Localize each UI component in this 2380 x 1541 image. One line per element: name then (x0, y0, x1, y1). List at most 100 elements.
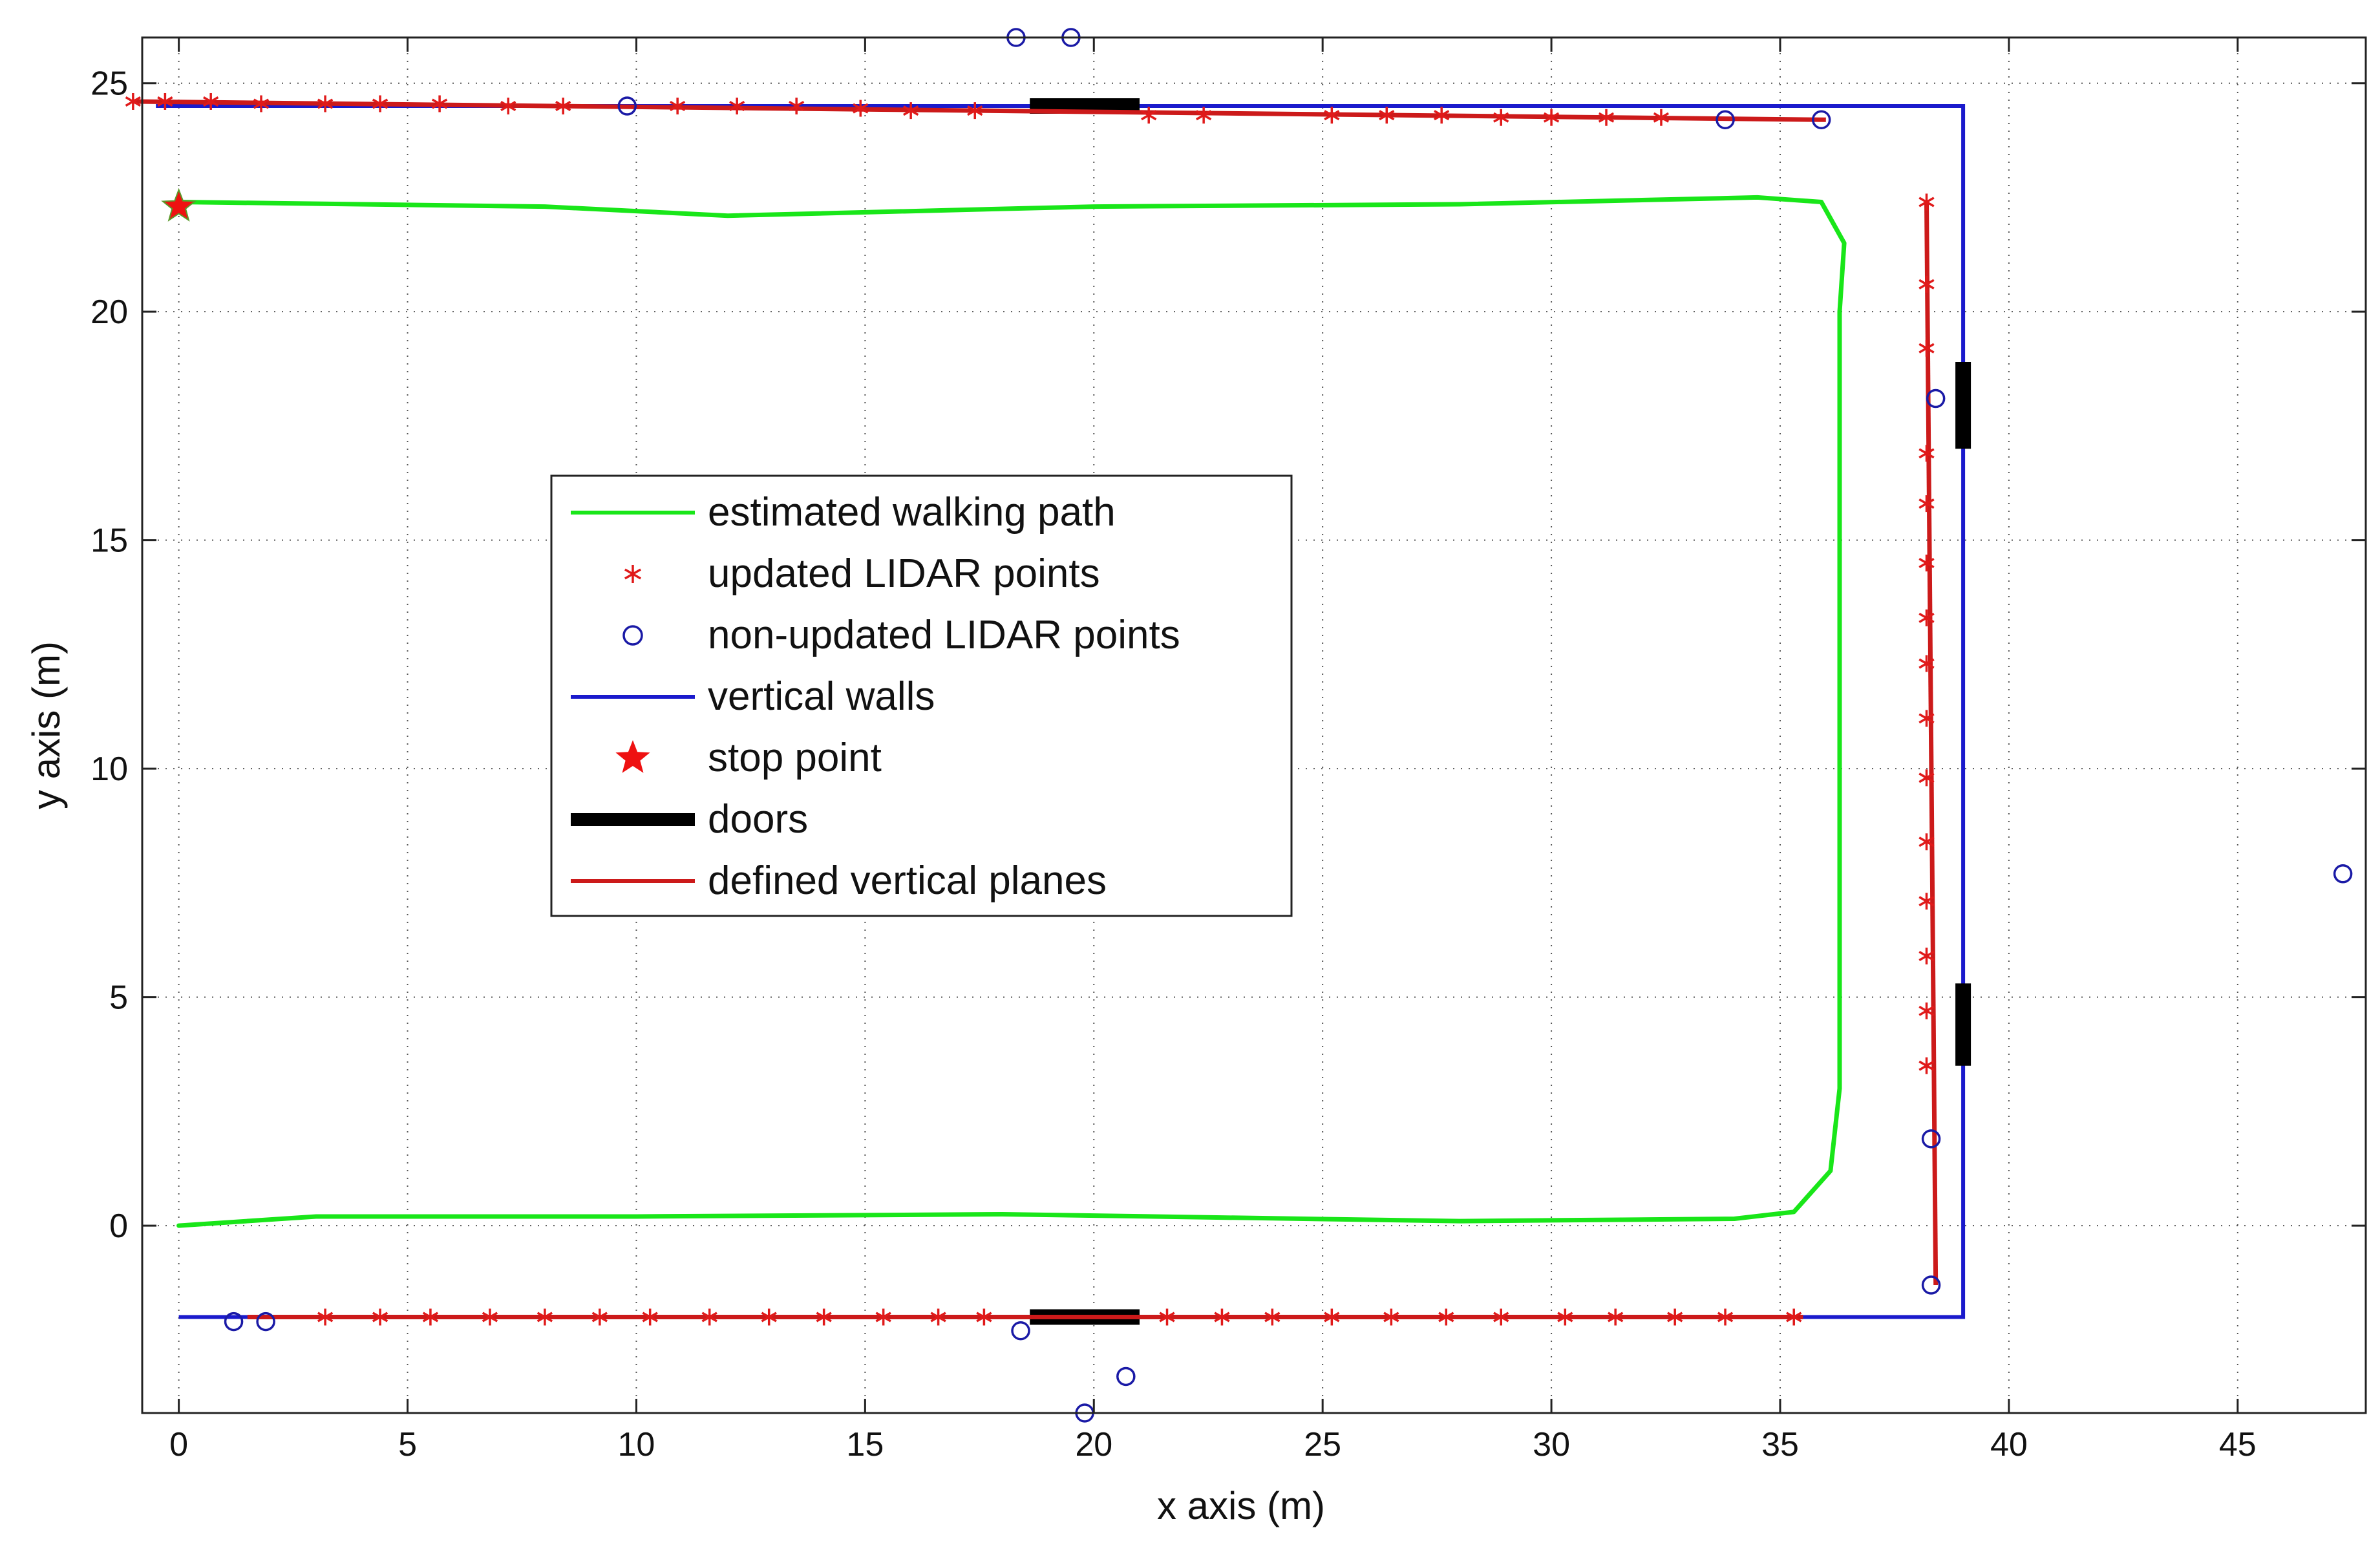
legend-swatch-stop (615, 740, 650, 773)
updated-lidar-point (1324, 107, 1340, 124)
updated-lidar-point (157, 92, 173, 110)
updated-lidar-point (1493, 109, 1509, 126)
y-tick-label: 25 (90, 65, 128, 103)
x-tick-label: 10 (618, 1426, 655, 1463)
updated-lidar-point (1214, 1308, 1230, 1326)
updated-lidar-point (1918, 833, 1935, 851)
updated-lidar-point (1918, 710, 1935, 727)
updated-lidar-point (317, 1308, 334, 1326)
x-tick-label: 5 (398, 1426, 417, 1463)
y-axis-label: y axis (m) (25, 641, 68, 809)
non-updated-lidar-point (1116, 1366, 1136, 1387)
updated-lidar-point (1918, 893, 1935, 910)
updated-lidar-point (1434, 107, 1450, 124)
updated-lidar-point (1608, 1308, 1624, 1326)
updated-lidar-point (555, 98, 571, 115)
updated-lidar-point (431, 95, 448, 112)
updated-lidar-point (976, 1308, 992, 1326)
updated-lidar-point (642, 1308, 658, 1326)
legend-swatch-updated (624, 565, 641, 583)
updated-lidar-point (1379, 107, 1395, 124)
legend-label-walls: vertical walls (708, 674, 935, 719)
y-tick-label: 10 (90, 750, 128, 788)
non-updated-lidar-point (617, 96, 637, 116)
stop-point-star (161, 187, 197, 222)
updated-lidar-point (1438, 1308, 1454, 1326)
updated-lidar-point (125, 92, 141, 110)
updated-lidar-point (1918, 655, 1935, 672)
y-tick-label: 0 (109, 1207, 128, 1245)
updated-lidar-point (1918, 769, 1935, 787)
updated-lidar-point (1324, 1308, 1340, 1326)
updated-lidar-point (500, 98, 516, 115)
updated-lidar-point (1918, 609, 1935, 626)
non-updated-lidar-point (1926, 388, 1946, 409)
non-updated-lidar-point (1716, 110, 1735, 130)
updated-lidar-point (1918, 445, 1935, 462)
y-tick-label: 20 (90, 293, 128, 331)
updated-lidar-point (1717, 1308, 1734, 1326)
updated-lidar-point (1918, 275, 1935, 293)
defined-vertical-planes (133, 99, 1939, 1319)
legend: estimated walking path updated LIDAR poi… (550, 474, 1293, 917)
updated-lidar-point (591, 1308, 608, 1326)
updated-lidar-point (1918, 555, 1935, 572)
updated-lidar-point (670, 98, 686, 115)
x-tick-label: 20 (1075, 1426, 1112, 1463)
updated-lidar-point (1264, 1308, 1280, 1326)
non-updated-lidar-point (1921, 1129, 1941, 1149)
estimated-walking-path (176, 195, 1847, 1228)
vertical-plane-line (1924, 202, 1939, 1286)
non-updated-lidar-point (1921, 1275, 1941, 1295)
updated-lidar-point (729, 98, 745, 115)
non-updated-lidar-point (2333, 864, 2353, 884)
x-tick-label: 15 (846, 1426, 884, 1463)
updated-lidar-point (372, 1308, 388, 1326)
updated-lidar-point (203, 92, 219, 110)
updated-lidar-point (1196, 107, 1212, 124)
updated-lidar-point (1543, 109, 1560, 126)
y-tick-label: 5 (109, 979, 128, 1017)
legend-label-planes: defined vertical planes (708, 858, 1107, 903)
x-tick-label: 40 (1990, 1426, 2028, 1463)
updated-lidar-point (422, 1308, 439, 1326)
updated-lidar-point (1918, 1002, 1935, 1019)
updated-lidar-point (1786, 1308, 1802, 1326)
updated-lidar-point (1598, 109, 1615, 126)
updated-lidar-point (1557, 1308, 1573, 1326)
updated-lidar-point (317, 95, 334, 112)
updated-lidar-point (482, 1308, 498, 1326)
updated-lidar-point (761, 1308, 777, 1326)
non-updated-lidar-point (1011, 1321, 1030, 1341)
updated-lidar-point (253, 95, 270, 112)
stop-point-marker (161, 187, 197, 222)
y-tick-label: 15 (90, 522, 128, 560)
updated-lidar-point (1918, 339, 1935, 357)
legend-swatch-nonupdated (622, 625, 643, 646)
legend-label-path: estimated walking path (708, 490, 1116, 535)
updated-lidar-point (1653, 109, 1670, 126)
updated-lidar-point (853, 100, 869, 117)
non-updated-lidar-point (1811, 110, 1831, 130)
x-tick-label: 45 (2219, 1426, 2257, 1463)
updated-lidar-point (930, 1308, 946, 1326)
updated-lidar-point (1141, 107, 1157, 124)
legend-symbols (571, 511, 695, 883)
x-tick-label: 0 (169, 1426, 188, 1463)
non-updated-lidar-point (256, 1312, 275, 1332)
updated-lidar-point (967, 102, 983, 120)
legend-label-nonupdated: non-updated LIDAR points (708, 613, 1180, 657)
legend-label-doors: doors (708, 797, 808, 842)
updated-lidar-point (816, 1308, 832, 1326)
updated-lidar-point (372, 95, 388, 112)
plot-frame (141, 36, 2367, 1414)
updated-lidar-point (875, 1308, 891, 1326)
vertical-plane-line (133, 99, 1826, 122)
updated-lidar-point (1918, 193, 1935, 211)
x-axis-label: x axis (m) (1157, 1484, 1325, 1527)
legend-label-stop: stop point (708, 736, 882, 780)
updated-lidar-point (1493, 1308, 1509, 1326)
non-updated-lidar-point (224, 1312, 244, 1332)
updated-lidar-point (1918, 1057, 1935, 1074)
